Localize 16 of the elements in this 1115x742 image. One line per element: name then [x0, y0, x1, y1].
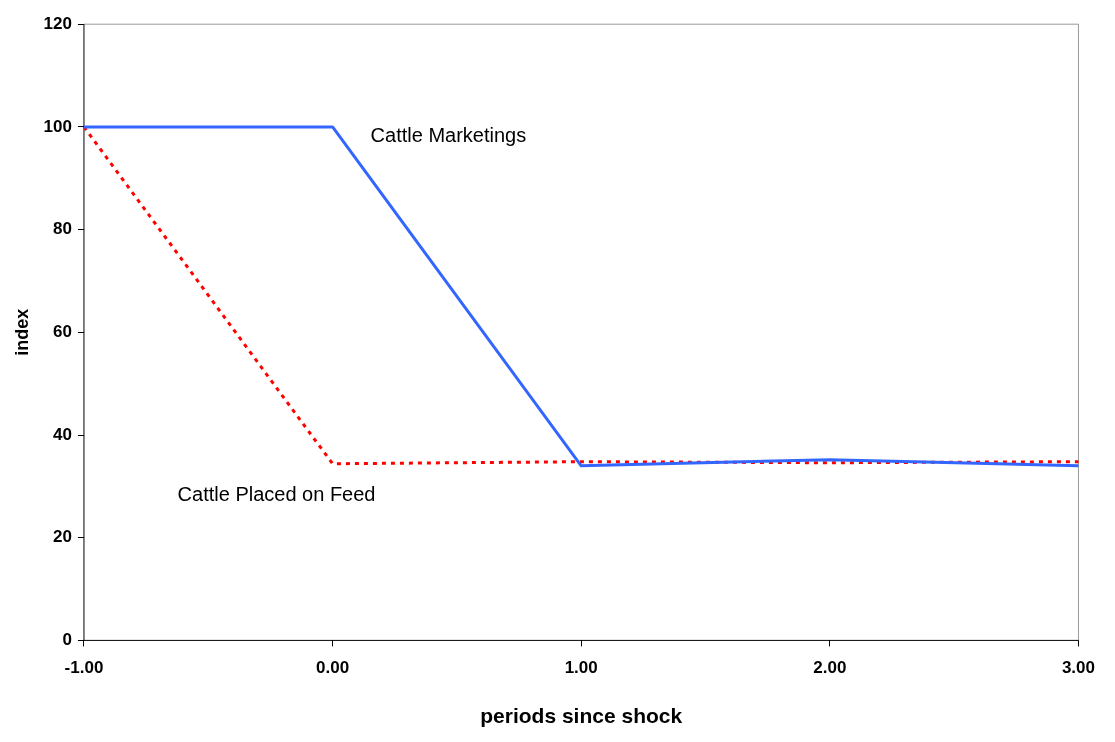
- x-tick-label: 2.00: [813, 658, 847, 678]
- series-label: Cattle Marketings: [370, 124, 527, 147]
- y-tick-label: 60: [53, 321, 72, 341]
- x-axis-title: periods since shock: [480, 704, 683, 728]
- y-tick-label: 0: [62, 630, 72, 650]
- series-label: Cattle Placed on Feed: [177, 483, 376, 506]
- y-axis-title: index: [11, 308, 32, 356]
- x-tick-label: 3.00: [1061, 658, 1095, 678]
- y-tick-label: 20: [53, 527, 72, 547]
- x-tick-label: 0.00: [316, 658, 350, 678]
- y-tick-label: 80: [53, 219, 72, 239]
- y-tick-label: 40: [53, 424, 72, 444]
- y-tick-label: 120: [43, 13, 72, 33]
- x-tick-label: -1.00: [64, 658, 104, 678]
- y-tick-label: 100: [43, 116, 72, 136]
- x-tick-label: 1.00: [564, 658, 598, 678]
